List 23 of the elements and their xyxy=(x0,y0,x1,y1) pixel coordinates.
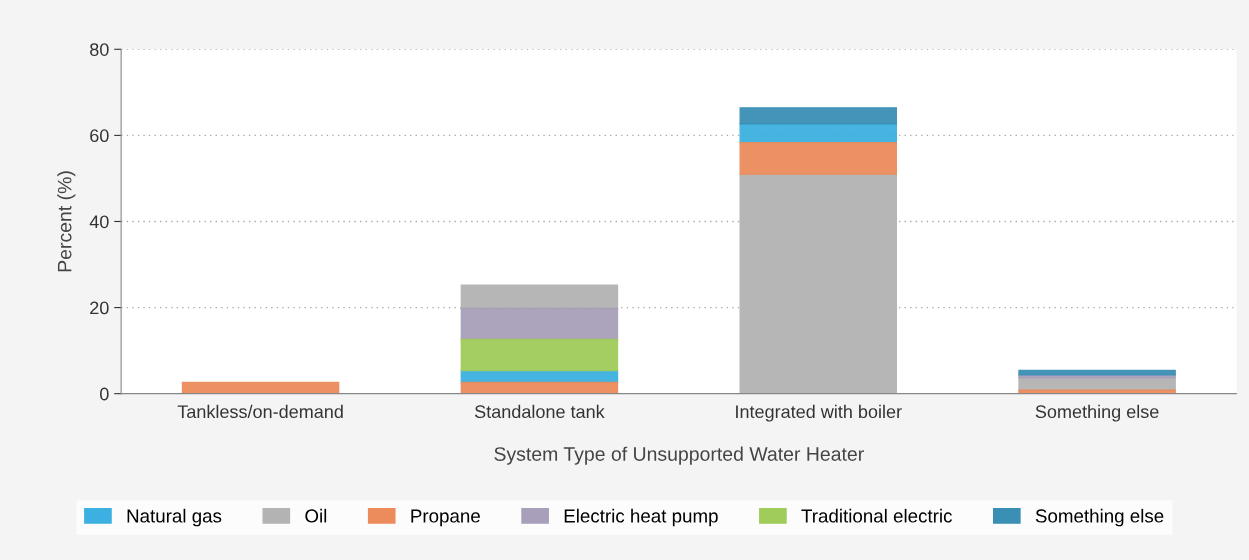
x-tick-label: Standalone tank xyxy=(474,404,605,419)
y-tick-label: 80 xyxy=(90,43,109,56)
x-axis-title: System Type of Unsupported Water Heater xyxy=(494,446,864,465)
x-tick-label: Tankless/on-demand xyxy=(177,404,343,419)
y-tick-label: 20 xyxy=(90,301,109,315)
bar xyxy=(181,381,340,394)
y-tick-label: 0 xyxy=(100,387,109,401)
legend-label: Something else xyxy=(1035,508,1164,527)
bar xyxy=(460,381,619,394)
y-axis-title: Percent (%) xyxy=(57,171,76,272)
legend-label: Natural gas xyxy=(127,508,222,527)
y-tick-label: 40 xyxy=(89,215,109,229)
x-tick-label: Integrated with boiler xyxy=(736,404,902,422)
legend-label: Electric heat pump xyxy=(564,508,718,527)
y-tick-label: 60 xyxy=(90,129,109,143)
legend-label: Propane xyxy=(411,509,480,527)
bar xyxy=(739,107,898,125)
legend-label: Oil xyxy=(305,508,327,523)
bar xyxy=(460,338,619,372)
legend-label: Traditional electric xyxy=(801,508,952,523)
x-tick-label: Something else xyxy=(1035,404,1159,422)
bar xyxy=(739,142,898,175)
bar xyxy=(460,307,619,341)
